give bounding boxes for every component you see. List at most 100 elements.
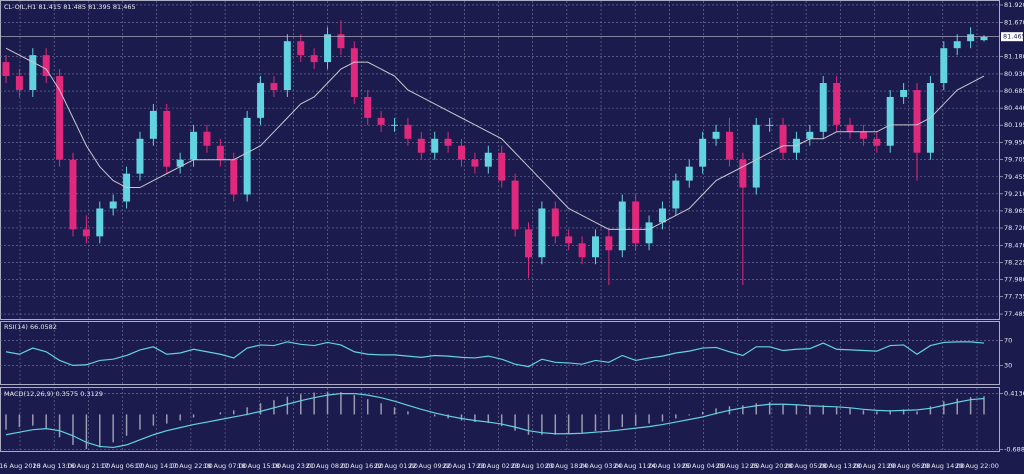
rsi-panel-frame	[0, 321, 1000, 385]
x-tick-label: 18 Aug 07:00	[203, 462, 247, 470]
x-tick-label: 23 Aug 02:00	[477, 462, 521, 470]
candle-body	[859, 131, 867, 139]
rsi-last: 66.0582	[30, 323, 57, 331]
candle-body	[953, 41, 961, 49]
candle-body	[833, 83, 841, 125]
x-tick-label: 24 Aug 19:00	[647, 462, 691, 470]
candle-body	[458, 145, 466, 160]
open-value: 81.415	[38, 3, 61, 11]
y-tick-label: 70	[1004, 337, 1012, 345]
candle-body	[886, 96, 894, 146]
x-tick-label: 29 Aug 22:00	[955, 462, 999, 470]
macd-panel-frame	[0, 387, 1000, 452]
candle-body	[471, 159, 479, 167]
candle-body	[417, 138, 425, 153]
candle-body	[712, 131, 720, 139]
x-tick-label: 24 Aug 03:00	[579, 462, 623, 470]
x-tick-label: 25 Aug 04:00	[682, 462, 726, 470]
moving-average-line	[5, 47, 985, 230]
x-tick-label: 16 Aug 21:00	[66, 462, 110, 470]
panel-frames	[0, 0, 1000, 452]
x-tick-label: 22 Aug 09:00	[408, 462, 452, 470]
rsi-header: RSI(14) 66.0582	[4, 323, 57, 331]
x-tick-label: 21 Aug 16:00	[340, 462, 384, 470]
y-tick-label: 80.685	[1004, 87, 1024, 95]
candle-body	[350, 48, 358, 97]
candle-body	[29, 55, 37, 90]
candle-body	[806, 131, 814, 139]
candle-body	[940, 48, 948, 84]
x-tick-label: 28 Aug 05:00	[784, 462, 828, 470]
candle-body	[900, 89, 908, 97]
candle-body	[444, 138, 452, 146]
x-tick-label: 16 Aug 13:00	[32, 462, 76, 470]
x-tick-label: 16 Aug 2023	[0, 462, 41, 470]
x-tick-label: 29 Aug 06:00	[887, 462, 931, 470]
x-tick-label: 17 Aug 22:00	[169, 462, 213, 470]
y-tick-label: 80.930	[1004, 70, 1024, 78]
y-tick-label: 79.705	[1004, 155, 1024, 163]
x-tick-label: 17 Aug 06:00	[101, 462, 145, 470]
candle-body	[377, 117, 385, 125]
candle-body	[578, 243, 586, 258]
y-tick-label: 80.195	[1004, 121, 1024, 129]
candle-body	[565, 236, 573, 244]
candle-body	[190, 131, 198, 160]
candle-body	[42, 55, 50, 77]
x-tick-label: 17 Aug 14:00	[135, 462, 179, 470]
candle-body	[846, 124, 854, 132]
candle-body	[699, 138, 707, 167]
candle-body	[149, 110, 157, 139]
y-tick-label: 78.720	[1004, 224, 1024, 232]
candle-body	[551, 208, 559, 237]
x-tick-label: 24 Aug 11:00	[613, 462, 657, 470]
candle-body	[618, 201, 626, 251]
x-tick-label: 18 Aug 15:00	[237, 462, 281, 470]
candle-body	[230, 159, 238, 195]
y-tick-label: 79.950	[1004, 138, 1024, 146]
candle-body	[752, 124, 760, 188]
signal-line	[5, 392, 985, 449]
y-tick-label: 0.4136	[1004, 389, 1024, 397]
candle-body	[176, 159, 184, 167]
y-tick-label: 30	[1004, 361, 1012, 369]
candle-body	[658, 208, 666, 223]
candle-body	[15, 76, 23, 90]
x-tick-label: 22 Aug 01:00	[374, 462, 418, 470]
candle-body	[980, 36, 988, 41]
candle-body	[524, 229, 532, 258]
candle-body	[605, 236, 613, 251]
candle-body	[163, 110, 171, 167]
high-value: 81.485	[63, 3, 86, 11]
candle-body	[632, 201, 640, 244]
symbol: CL-OIL,H1	[4, 3, 36, 11]
symbol-header: CL-OIL,H1 81.415 81.485 81.395 81.465	[4, 3, 136, 11]
candle-body	[779, 124, 787, 153]
candle-body	[270, 83, 278, 90]
candle-body	[109, 201, 117, 209]
candle-body	[337, 34, 345, 49]
rsi-title: RSI(14)	[4, 323, 28, 331]
x-tick-label: 23 Aug 10:00	[511, 462, 555, 470]
candle-body	[257, 83, 265, 118]
y-tick-label: 79.455	[1004, 173, 1024, 181]
y-tick-label: 81.670	[1004, 18, 1024, 26]
y-tick-label: 81.180	[1004, 53, 1024, 61]
y-tick-label: 79.210	[1004, 190, 1024, 198]
main-panel-frame	[0, 0, 1000, 320]
y-tick-label: -0.688	[1004, 445, 1024, 453]
macd-last: 0.3575	[55, 390, 78, 398]
x-tick-label: 28 Aug 21:00	[853, 462, 897, 470]
candle-body	[685, 166, 693, 181]
candle-body	[498, 152, 506, 181]
y-tick-label: 80.440	[1004, 104, 1024, 112]
y-tick-label: 78.225	[1004, 258, 1024, 266]
macd-title: MACD(12,26,9)	[4, 390, 53, 398]
candle-body	[2, 62, 10, 77]
signal-last: 0.3129	[80, 390, 103, 398]
candle-body	[243, 117, 251, 195]
close-value: 81.465	[113, 3, 136, 11]
candle-body	[819, 83, 827, 132]
